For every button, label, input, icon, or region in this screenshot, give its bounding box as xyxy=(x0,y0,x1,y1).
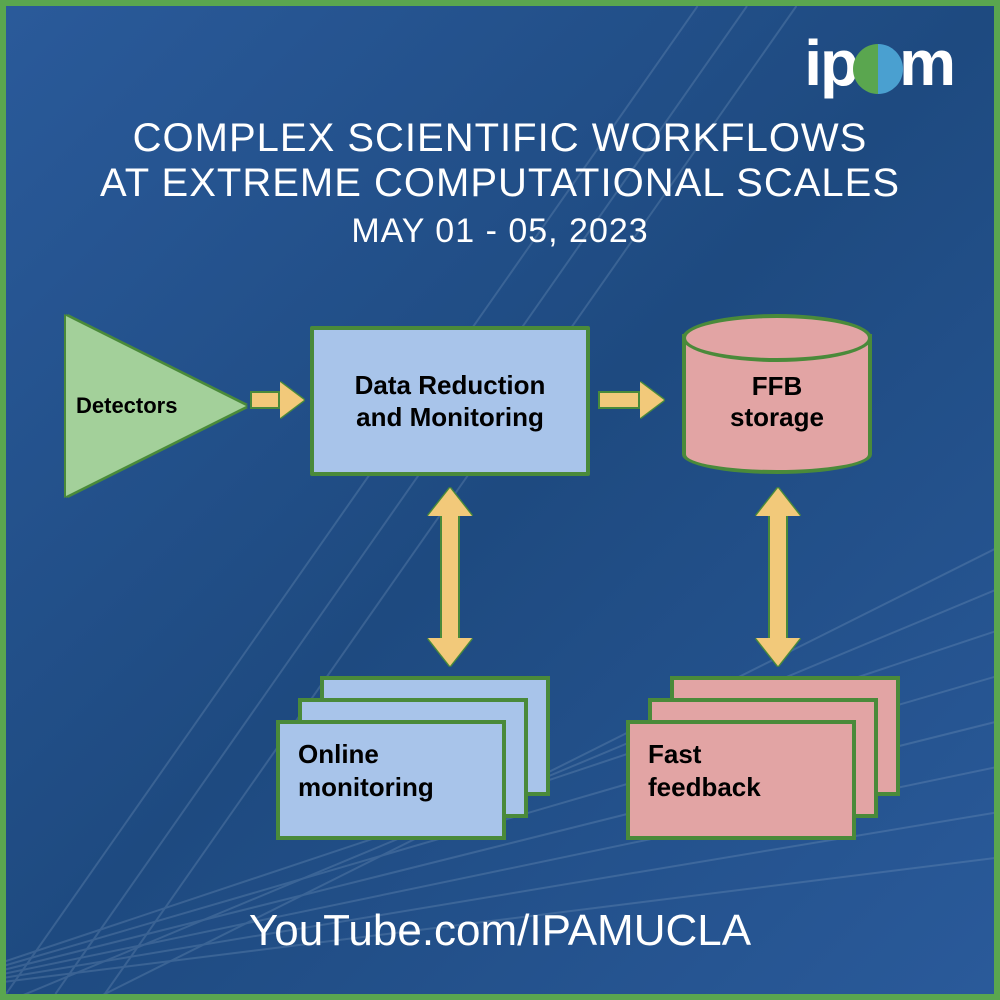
ipam-logo: ip m xyxy=(804,26,954,100)
logo-swirl-icon xyxy=(853,44,903,94)
workflow-diagram: Detectors Data Reductionand Monitoring F… xyxy=(66,316,926,836)
node-online: Onlinemonitoring xyxy=(276,676,550,840)
footer-url: YouTube.com/IPAMUCLA xyxy=(6,906,994,956)
title-line-1: COMPLEX SCIENTIFIC WORKFLOWS xyxy=(6,116,994,161)
node-detectors: Detectors xyxy=(66,316,246,496)
title-block: COMPLEX SCIENTIFIC WORKFLOWS AT EXTREME … xyxy=(6,116,994,251)
logo-text-left: ip xyxy=(804,26,857,100)
title-line-2: AT EXTREME COMPUTATIONAL SCALES xyxy=(6,161,994,206)
edge-detectors-reduction xyxy=(250,386,304,414)
node-ffb-label: FFBstorage xyxy=(686,334,868,470)
node-ffb: FFBstorage xyxy=(682,334,872,474)
node-detectors-label: Detectors xyxy=(76,393,177,419)
node-reduction: Data Reductionand Monitoring xyxy=(310,326,590,476)
edge-reduction-online xyxy=(432,488,468,666)
title-date: MAY 01 - 05, 2023 xyxy=(6,212,994,251)
poster-frame: ip m COMPLEX SCIENTIFIC WORKFLOWS AT EXT… xyxy=(0,0,1000,1000)
edge-reduction-ffb xyxy=(598,386,664,414)
edge-ffb-feedback xyxy=(760,488,796,666)
node-feedback: Fastfeedback xyxy=(626,676,900,840)
node-reduction-label: Data Reductionand Monitoring xyxy=(355,369,546,434)
logo-text-right: m xyxy=(899,26,954,100)
node-feedback-label: Fastfeedback xyxy=(648,738,834,803)
node-online-label: Onlinemonitoring xyxy=(298,738,484,803)
